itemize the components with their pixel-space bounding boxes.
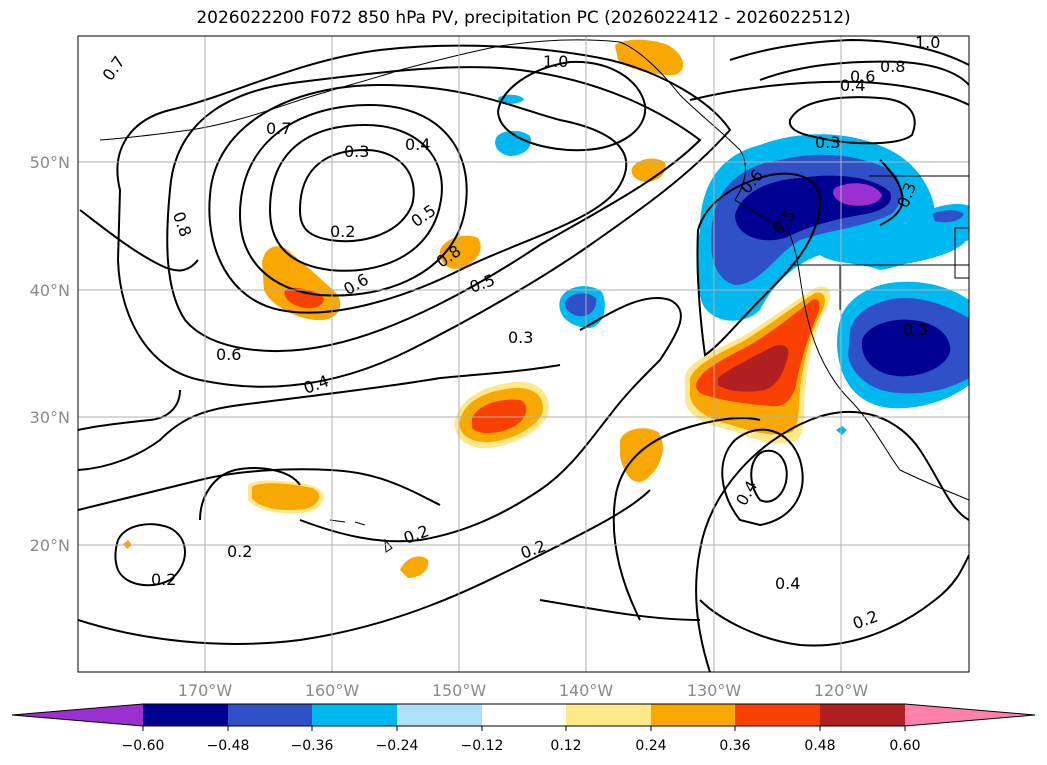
pos-blob-32n-148w-core [472, 399, 527, 434]
lat-tick-label: 20°N [30, 536, 70, 555]
pv-contours [78, 38, 969, 672]
colorbar-tick-label: 0.36 [719, 738, 750, 754]
contour-label: 0.4 [775, 574, 800, 593]
contour-label: 1.0 [915, 33, 940, 52]
map-title: 2026022200 F072 850 hPa PV, precipitatio… [196, 8, 851, 28]
neg-blob-51n [495, 130, 531, 156]
neg-blob-40n-140w-core [565, 293, 597, 317]
lat-tick-label: 40°N [30, 281, 70, 300]
pos-blob-18n-155w [400, 556, 429, 578]
coastlines [99, 39, 969, 553]
lat-tick-label: 30°N [30, 408, 70, 427]
contour-label: 0.4 [405, 135, 430, 154]
contour-label: 0.6 [216, 345, 241, 364]
lat-tick-label: 50°N [30, 153, 70, 172]
contour-label: 0.3 [508, 328, 533, 347]
map-frame [77, 35, 970, 673]
colorbar-tick-label: 0.60 [889, 738, 920, 754]
contour-label: 0.3 [815, 133, 840, 152]
colorbar-tick-label: 0.48 [804, 738, 835, 754]
map-background [78, 36, 969, 672]
neg-blob-east-50n [880, 227, 965, 265]
lon-tick-label: 170°W [178, 681, 233, 700]
neg-blob-east-52n-core [932, 210, 964, 223]
contour-label: 0.2 [330, 222, 355, 241]
pos-band-coast-dark [718, 344, 789, 392]
lon-axis: 170°W 160°W 150°W 140°W 130°W 120°W [178, 681, 869, 700]
contour-label: 0.3 [344, 142, 369, 161]
colorbar-tick-label: 0.12 [550, 738, 581, 754]
colorbar: −0.60 −0.48 −0.36 −0.24 −0.12 0.12 0.24 … [11, 703, 1036, 754]
pos-blob-24n-163w-mid [252, 483, 320, 510]
colorbar-seg-6 [566, 704, 651, 726]
lon-tick-label: 130°W [687, 681, 742, 700]
colorbar-tick-label: −0.12 [461, 738, 504, 754]
colorbar-tick-label: −0.60 [122, 738, 165, 754]
colorbar-seg-0 [12, 704, 143, 726]
colorbar-tick-label: 0.24 [635, 738, 666, 754]
colorbar-seg-1 [143, 704, 228, 726]
colorbar-seg-8 [735, 704, 820, 726]
colorbar-tick-label: −0.48 [207, 738, 250, 754]
colorbar-seg-2 [228, 704, 312, 726]
contour-label: 0.7 [266, 119, 291, 138]
colorbar-tick-label: −0.24 [376, 738, 419, 754]
colorbar-seg-3 [312, 704, 397, 726]
lon-tick-label: 160°W [305, 681, 360, 700]
contour-label: 0.3 [903, 320, 928, 339]
contour-label: 0.2 [151, 570, 176, 589]
colorbar-seg-5 [482, 704, 566, 726]
colorbar-seg-10 [905, 704, 1035, 726]
pos-blob-42n-150w [439, 235, 481, 269]
precip-shading [123, 39, 969, 578]
colorbar-seg-7 [651, 704, 735, 726]
contour-label: 0.2 [227, 542, 252, 561]
colorbar-seg-4 [397, 704, 482, 726]
colorbar-ticks [142, 726, 906, 731]
graticule [78, 36, 969, 672]
neg-blob-inland-dark [861, 319, 951, 377]
lat-axis: 50°N 40°N 30°N 20°N [30, 153, 70, 555]
colorbar-tick-label: −0.36 [291, 738, 334, 754]
map-panel: 0.7 1.0 1.0 0.8 0.6 0.4 0.7 0.3 0.4 0.3 … [78, 33, 969, 672]
contour-label: 0.4 [840, 76, 865, 95]
lon-tick-label: 120°W [814, 681, 869, 700]
pos-blob-40n-165w-core [284, 287, 324, 309]
contour-label: 0.8 [880, 57, 905, 76]
lon-tick-label: 140°W [559, 681, 614, 700]
contour-label: 0.6 [850, 67, 875, 86]
lon-tick-label: 150°W [432, 681, 487, 700]
contour-label: 1.0 [543, 52, 568, 71]
colorbar-seg-9 [820, 704, 905, 726]
neg-blob-pnw-core [833, 183, 882, 206]
